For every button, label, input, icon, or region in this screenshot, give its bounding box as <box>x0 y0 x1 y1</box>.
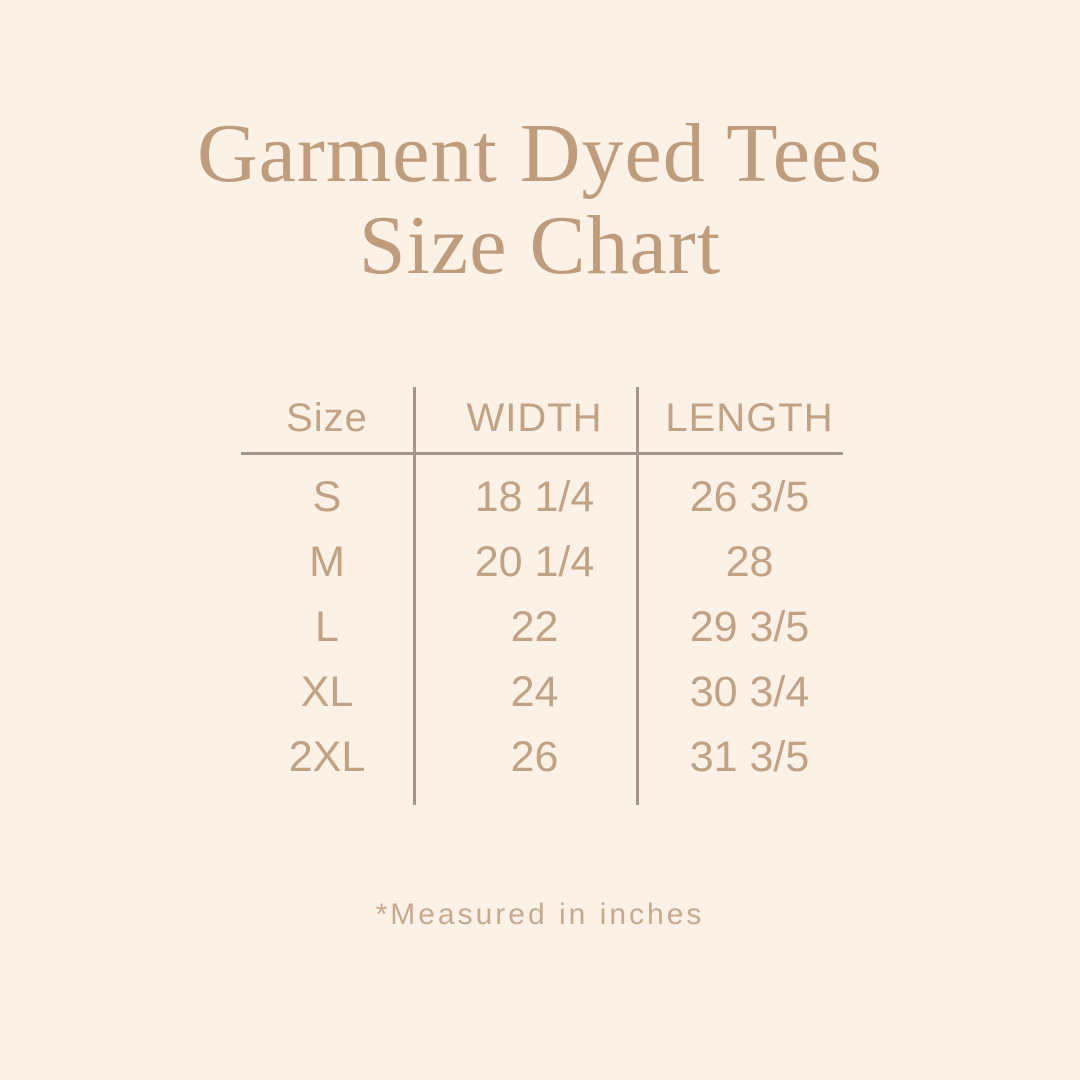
cell-size: L <box>315 603 339 651</box>
cell-width: 26 <box>510 733 559 781</box>
table-body: S 18 1/4 26 3/5 M 20 1/4 28 L 22 29 3/5 … <box>241 465 843 790</box>
cell-length: 28 <box>725 538 774 586</box>
cell-length: 30 3/4 <box>689 668 810 716</box>
header-divider-line <box>241 452 843 455</box>
page-title: Garment Dyed Tees Size Chart <box>0 108 1080 292</box>
title-line-1: Garment Dyed Tees <box>196 107 883 200</box>
cell-width: 20 1/4 <box>474 538 595 586</box>
title-line-2: Size Chart <box>358 199 722 292</box>
cell-size: M <box>309 538 345 586</box>
table-row: S 18 1/4 26 3/5 <box>241 465 843 530</box>
cell-width: 22 <box>510 603 559 651</box>
column-divider-2 <box>636 387 639 805</box>
table-row: XL 24 30 3/4 <box>241 660 843 725</box>
measured-in-inches-note: *Measured in inches <box>375 898 705 931</box>
table-row: M 20 1/4 28 <box>241 530 843 595</box>
cell-width: 18 1/4 <box>474 473 595 521</box>
size-table: Size WIDTH LENGTH S 18 1/4 26 3/5 M 20 1… <box>241 385 843 805</box>
cell-size: S <box>312 473 342 521</box>
table-row: 2XL 26 31 3/5 <box>241 725 843 790</box>
cell-length: 26 3/5 <box>689 473 810 521</box>
cell-size: 2XL <box>288 733 366 781</box>
cell-size: XL <box>300 668 354 716</box>
header-width: WIDTH <box>466 395 603 440</box>
column-divider-1 <box>413 387 416 805</box>
cell-width: 24 <box>510 668 559 716</box>
table-header-row: Size WIDTH LENGTH <box>241 385 843 451</box>
table-row: L 22 29 3/5 <box>241 595 843 660</box>
cell-length: 29 3/5 <box>689 603 810 651</box>
header-length: LENGTH <box>665 395 834 440</box>
cell-length: 31 3/5 <box>689 733 810 781</box>
header-size: Size <box>286 395 368 440</box>
